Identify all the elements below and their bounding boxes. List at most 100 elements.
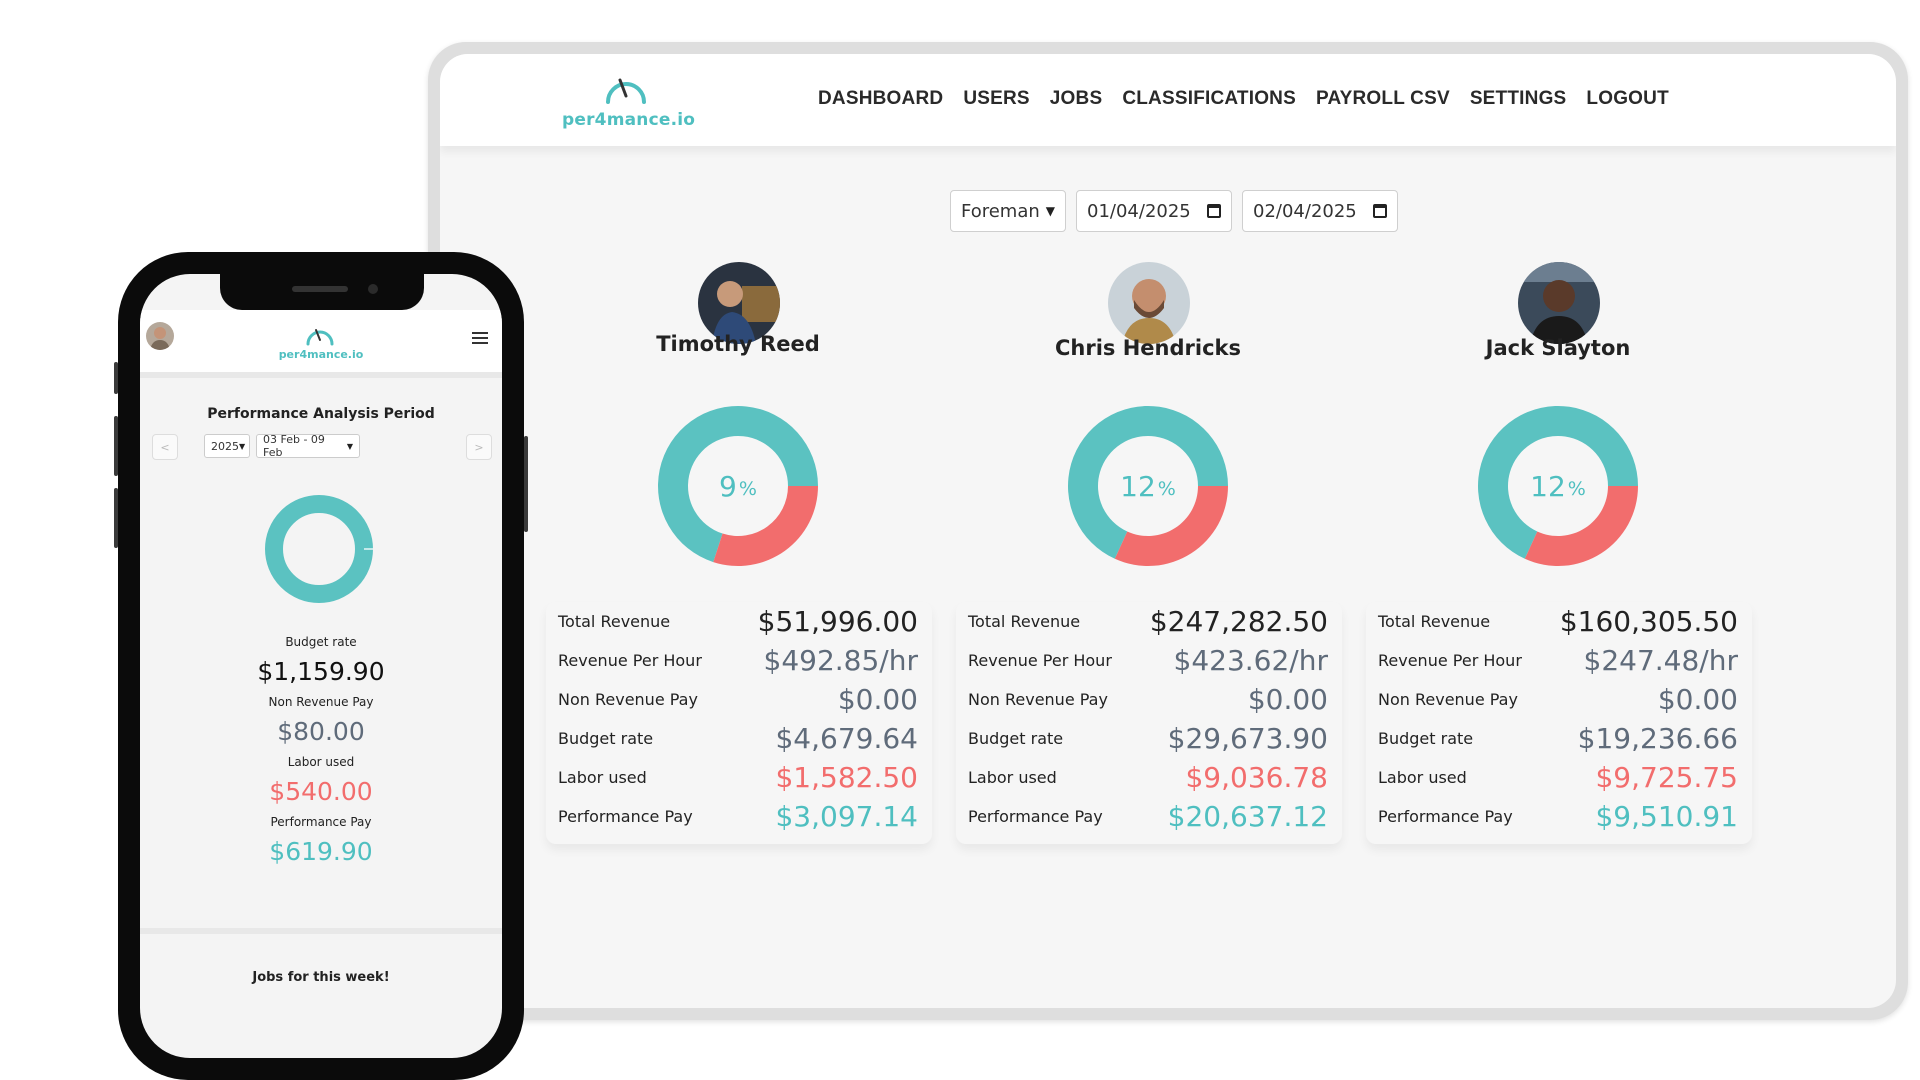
person-name: Jack Slayton <box>1485 336 1631 360</box>
stat-revenue-per-hour: Revenue Per Hour $247.48/hr <box>1378 641 1738 680</box>
stat-revenue-per-hour: Revenue Per Hour $423.62/hr <box>968 641 1328 680</box>
calendar-icon[interactable] <box>1373 204 1387 218</box>
person-name: Chris Hendricks <box>1055 336 1241 360</box>
desktop-screen: per4mance.io DASHBOARD USERS JOBS CLASSI… <box>440 54 1896 1008</box>
person-photo <box>1518 262 1600 344</box>
nav-settings[interactable]: SETTINGS <box>1469 88 1567 109</box>
percent-label: 12% <box>1048 386 1248 586</box>
nav-dashboard[interactable]: DASHBOARD <box>818 88 944 109</box>
year-value: 2025 <box>211 439 239 453</box>
avatar <box>698 262 780 344</box>
mobile-jobs-title: Jobs for this week! <box>252 970 390 985</box>
classification-value: Foreman <box>961 200 1040 222</box>
mobile-divider <box>140 928 502 934</box>
budget-donut-chart <box>1478 406 1638 566</box>
mobile-donut-chart <box>265 495 373 603</box>
stat-label: Budget rate <box>968 729 1064 748</box>
start-date-value: 01/04/2025 <box>1087 200 1191 222</box>
stat-budget-rate: Budget rate $19,236.66 <box>1378 719 1738 758</box>
donut-red-segment <box>1524 486 1638 566</box>
chevron-down-icon: ▼ <box>346 441 353 451</box>
stat-value: $3,097.14 <box>775 800 918 833</box>
hamburger-menu-icon[interactable] <box>472 332 488 347</box>
calendar-icon[interactable] <box>1207 204 1221 218</box>
stat-label: Total Revenue <box>1378 612 1491 631</box>
stat-value: $423.62/hr <box>1173 644 1328 677</box>
nav-users[interactable]: USERS <box>963 88 1030 109</box>
mobile-period-controls: < 2025 ▼ 03 Feb - 09 Feb ▼ > <box>152 432 492 462</box>
stat-label: Budget rate <box>558 729 654 748</box>
user-avatar[interactable] <box>146 322 174 350</box>
donut-red-segment <box>1114 486 1228 566</box>
stat-total-revenue: Total Revenue $160,305.50 <box>1378 602 1738 641</box>
phone-device: per4mance.io Performance Analysis Period… <box>114 252 528 1080</box>
stat-labor-used: Labor used $9,036.78 <box>968 758 1328 797</box>
stats-list: Total Revenue $160,305.50 Revenue Per Hou… <box>1378 602 1738 836</box>
mobile-performance-pay-value: $619.90 <box>269 837 373 866</box>
stat-total-revenue: Total Revenue $247,282.50 <box>968 602 1328 641</box>
stat-label: Labor used <box>1378 768 1467 787</box>
percent-sign: % <box>1157 478 1176 500</box>
prev-week-button[interactable]: < <box>152 434 178 460</box>
budget-donut-chart <box>658 406 818 566</box>
filter-bar: Foreman ▼ 01/04/2025 02/04/2025 <box>950 190 1398 232</box>
logo[interactable]: per4mance.io <box>562 66 696 136</box>
stat-value: $29,673.90 <box>1167 722 1328 755</box>
logo-text: per4mance.io <box>562 110 696 130</box>
stat-value: $20,637.12 <box>1167 800 1328 833</box>
mobile-header: per4mance.io <box>140 310 502 378</box>
stat-value: $51,996.00 <box>757 605 918 638</box>
classification-select[interactable]: Foreman ▼ <box>950 190 1066 232</box>
phone-side-button <box>524 436 528 532</box>
camera-icon <box>368 284 378 294</box>
stat-label: Budget rate <box>1378 729 1474 748</box>
donut-red-segment <box>713 486 818 566</box>
top-navigation: per4mance.io DASHBOARD USERS JOBS CLASSI… <box>440 54 1896 146</box>
stat-label: Revenue Per Hour <box>968 651 1112 670</box>
mobile-performance-pay-label: Performance Pay <box>270 815 372 829</box>
next-week-button[interactable]: > <box>466 434 492 460</box>
mobile-budget-rate-value: $1,159.90 <box>257 657 385 686</box>
stat-label: Performance Pay <box>1378 807 1513 826</box>
stat-value: $9,036.78 <box>1185 761 1328 794</box>
stat-value: $19,236.66 <box>1577 722 1738 755</box>
stat-value: $9,725.75 <box>1595 761 1738 794</box>
stat-value: $4,679.64 <box>775 722 918 755</box>
speedometer-icon <box>306 329 334 346</box>
year-select[interactable]: 2025 ▼ <box>204 434 250 458</box>
percent-sign: % <box>1567 478 1586 500</box>
stat-non-revenue-pay: Non Revenue Pay $0.00 <box>968 680 1328 719</box>
stat-performance-pay: Performance Pay $9,510.91 <box>1378 797 1738 836</box>
stat-non-revenue-pay: Non Revenue Pay $0.00 <box>1378 680 1738 719</box>
phone-side-button <box>114 416 118 476</box>
end-date-value: 02/04/2025 <box>1253 200 1357 222</box>
stat-labor-used: Labor used $1,582.50 <box>558 758 918 797</box>
nav-classifications[interactable]: CLASSIFICATIONS <box>1122 88 1296 109</box>
mobile-logo-text: per4mance.io <box>278 348 364 361</box>
stat-non-revenue-pay: Non Revenue Pay $0.00 <box>558 680 918 719</box>
week-select[interactable]: 03 Feb - 09 Feb ▼ <box>256 433 360 459</box>
stat-label: Performance Pay <box>558 807 693 826</box>
stat-performance-pay: Performance Pay $20,637.12 <box>968 797 1328 836</box>
speaker-grille <box>292 286 348 292</box>
budget-donut-chart <box>1068 406 1228 566</box>
donut-teal-segment <box>658 406 818 563</box>
stat-label: Performance Pay <box>968 807 1103 826</box>
avatar <box>1108 262 1190 344</box>
stat-label: Non Revenue Pay <box>968 690 1108 709</box>
nav-payroll-csv[interactable]: PAYROLL CSV <box>1315 88 1450 109</box>
stats-card: Total Revenue $160,305.50 Revenue Per Hou… <box>1366 602 1752 844</box>
avatar <box>1518 262 1600 344</box>
phone-notch <box>220 274 424 310</box>
end-date-input[interactable]: 02/04/2025 <box>1242 190 1398 232</box>
stat-value: $247,282.50 <box>1149 605 1328 638</box>
stat-label: Total Revenue <box>968 612 1081 631</box>
mobile-period-title: Performance Analysis Period <box>207 406 435 422</box>
nav-logout[interactable]: LOGOUT <box>1586 88 1669 109</box>
stat-budget-rate: Budget rate $29,673.90 <box>968 719 1328 758</box>
stats-card: Total Revenue $247,282.50 Revenue Per Hou… <box>956 602 1342 844</box>
nav-jobs[interactable]: JOBS <box>1049 88 1103 109</box>
stat-value: $0.00 <box>1657 683 1738 716</box>
stat-label: Total Revenue <box>558 612 671 631</box>
start-date-input[interactable]: 01/04/2025 <box>1076 190 1232 232</box>
